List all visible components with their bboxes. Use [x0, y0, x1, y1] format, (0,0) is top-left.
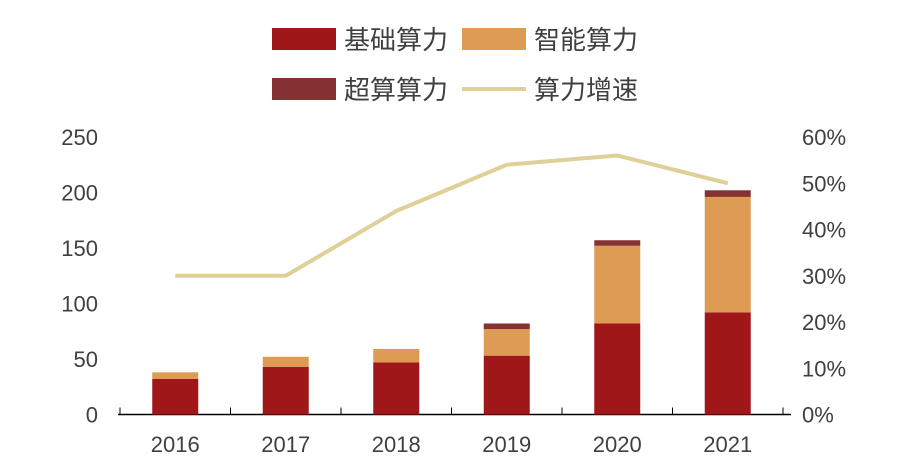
- y-right-tick-label: 20%: [802, 310, 846, 335]
- y-left-tick-label: 100: [61, 292, 98, 317]
- bar-base-2021: [704, 312, 751, 415]
- y-right-tick-label: 40%: [802, 218, 846, 243]
- bar-base-2018: [373, 362, 420, 415]
- y-left-tick-label: 250: [61, 125, 98, 150]
- legend-line: [462, 86, 526, 91]
- y-right-tick-label: 60%: [802, 125, 846, 150]
- bar-ai-2016: [152, 372, 199, 379]
- x-tick-label: 2017: [261, 432, 310, 457]
- y-right-tick-label: 10%: [802, 356, 846, 381]
- bar-super-2021: [704, 190, 751, 197]
- x-tick-label: 2021: [703, 432, 752, 457]
- legend-item-ai: 智能算力: [462, 20, 638, 57]
- bar-base-2020: [594, 323, 641, 415]
- bar-ai-2021: [704, 196, 751, 313]
- bar-ai-2018: [373, 349, 420, 363]
- growth-line: [175, 153, 729, 278]
- bar-base-2019: [483, 355, 530, 415]
- y-right-tick-label: 50%: [802, 171, 846, 196]
- bar-ai-2020: [594, 245, 641, 324]
- x-tick-label: 2016: [151, 432, 200, 457]
- legend-item-super: 超算算力: [272, 70, 448, 107]
- y-left-tick-label: 50: [74, 347, 98, 372]
- legend-swatch: [272, 27, 336, 50]
- y-right-tick-label: 0%: [802, 403, 834, 428]
- bar-super-2020: [594, 240, 641, 246]
- bar-base-2017: [262, 366, 309, 415]
- x-tick-label: 2020: [593, 432, 642, 457]
- legend-label: 智能算力: [534, 25, 639, 55]
- bar-ai-2019: [483, 329, 530, 356]
- x-tick-label: 2018: [372, 432, 421, 457]
- legend-swatch: [272, 77, 336, 100]
- bar-base-2016: [152, 378, 199, 415]
- legend-swatch: [462, 27, 526, 50]
- y-left-tick-label: 150: [61, 236, 98, 261]
- legend-label: 算力增速: [534, 75, 639, 105]
- y-left-tick-label: 0: [86, 403, 98, 428]
- bar-ai-2017: [262, 356, 309, 367]
- legend-label: 基础算力: [344, 25, 449, 55]
- legend-label: 超算算力: [344, 75, 449, 105]
- legend-item-base: 基础算力: [272, 20, 448, 57]
- y-right-tick-label: 30%: [802, 264, 846, 289]
- y-left-tick-label: 200: [61, 181, 98, 206]
- legend-item-growth: 算力增速: [462, 70, 638, 107]
- bar-super-2019: [483, 323, 530, 330]
- x-tick-label: 2019: [482, 432, 531, 457]
